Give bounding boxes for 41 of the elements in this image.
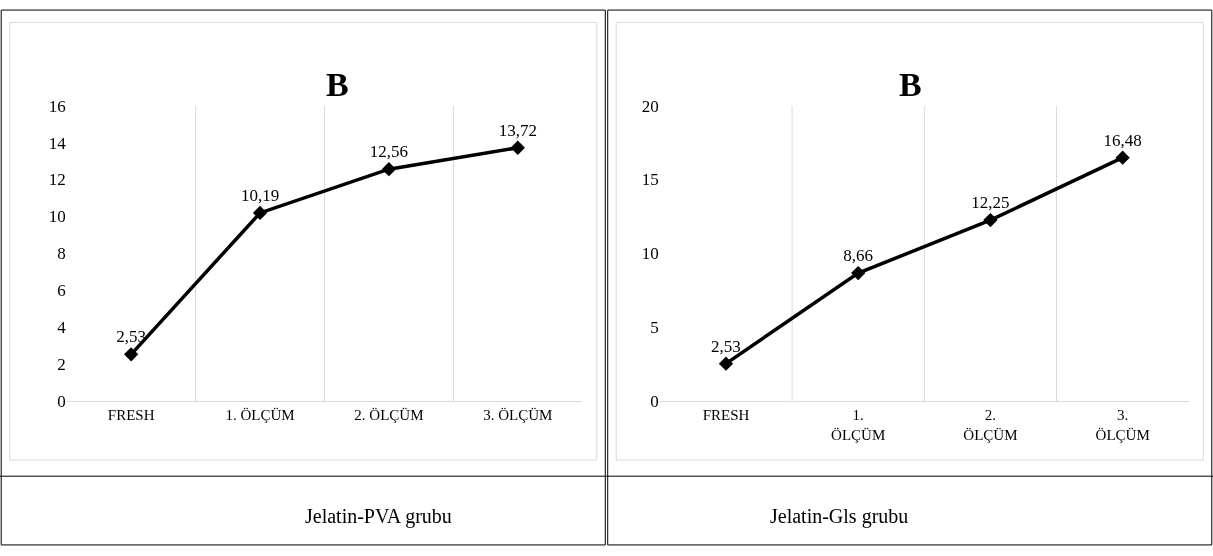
point [983, 212, 998, 228]
y-tick-label: 20 [641, 96, 659, 116]
x-tick-label: 3. ÖLÇÜM [1095, 407, 1150, 443]
y-tick-label: 2 [57, 355, 66, 375]
point [124, 347, 139, 362]
chart-title: B [899, 66, 922, 103]
x-tick-label: 1. ÖLÇÜM [225, 407, 295, 424]
y-tick-label: 0 [57, 391, 66, 411]
y-tick-label: 10 [48, 207, 66, 227]
data-label: 16,48 [1103, 130, 1142, 150]
y-tick-label: 12 [48, 170, 66, 190]
point [1115, 150, 1130, 165]
y-tick-label: 6 [57, 281, 66, 301]
y-tick-label: 14 [48, 133, 67, 153]
y-tick-label: 10 [641, 244, 659, 264]
y-tick-label: 5 [650, 318, 659, 338]
y-tick-label: 8 [57, 244, 66, 264]
text: Jelatin-Gls grubu [770, 505, 909, 528]
data-label: 10,19 [240, 185, 280, 205]
x-tick-label: 3. ÖLÇÜM [483, 407, 553, 424]
point [252, 205, 268, 221]
text: Jelatin-PVA grubu [305, 505, 452, 528]
data-label: 13,72 [498, 120, 537, 140]
point [510, 140, 525, 155]
y-tick-label: 4 [57, 318, 67, 338]
data-label: 12,25 [971, 192, 1010, 212]
x-tick-label: FRESH [107, 407, 155, 424]
y-tick-label: 0 [650, 391, 659, 411]
x-tick-label: 2. ÖLÇÜM [963, 407, 1018, 443]
data-label: 8,66 [843, 246, 874, 265]
chart-title: B [326, 66, 349, 103]
point [381, 162, 397, 177]
point [718, 356, 734, 371]
data-label: 12,56 [369, 142, 409, 162]
data-label: 2,53 [711, 336, 741, 356]
point [851, 265, 866, 281]
x-tick-label: 2. ÖLÇÜM [354, 407, 424, 424]
x-tick-label: FRESH [702, 407, 750, 424]
y-tick-label: 16 [48, 96, 66, 116]
y-tick-label: 15 [641, 170, 659, 190]
x-tick-label: 1. ÖLÇÜM [831, 407, 886, 443]
